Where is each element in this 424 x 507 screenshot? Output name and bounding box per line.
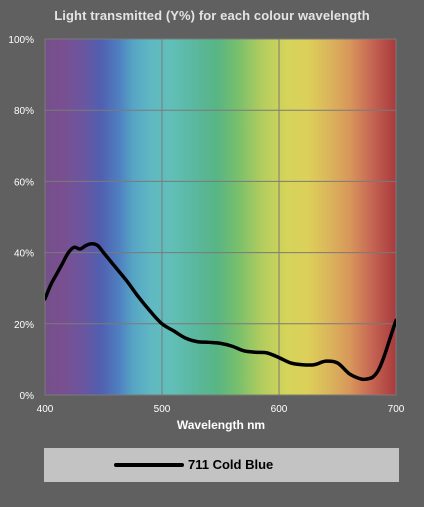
- y-tick-labels: 0% 20% 40% 60% 80% 100%: [8, 35, 34, 402]
- chart-title: Light transmitted (Y%) for each colour w…: [54, 8, 370, 23]
- x-tick-label: 400: [37, 404, 54, 415]
- x-tick-label: 600: [271, 404, 288, 415]
- x-tick-label: 500: [154, 404, 171, 415]
- y-tick-label: 40%: [14, 249, 34, 260]
- legend-swatch-711-cold-blue: [114, 463, 184, 467]
- grid-lines: [44, 38, 397, 396]
- x-tick-labels: 400 500 600 700: [37, 404, 405, 415]
- y-tick-label: 80%: [14, 106, 34, 117]
- legend-label-711-cold-blue: 711 Cold Blue: [188, 457, 274, 472]
- x-axis-label: Wavelength nm: [177, 418, 265, 432]
- y-tick-label: 20%: [14, 320, 34, 331]
- y-tick-label: 100%: [8, 35, 34, 46]
- series-line-711-cold-blue: [45, 241, 396, 382]
- legend: 711 Cold Blue: [44, 448, 399, 482]
- plot-area: [45, 39, 396, 395]
- x-tick-label: 700: [388, 404, 405, 415]
- y-tick-label: 60%: [14, 177, 34, 188]
- y-tick-label: 0%: [20, 391, 35, 402]
